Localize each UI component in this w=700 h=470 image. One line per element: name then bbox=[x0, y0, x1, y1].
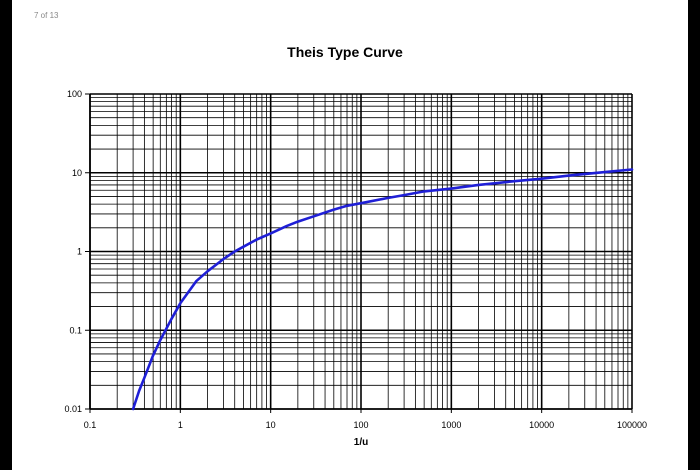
x-axis-ticks: 0.1 1 10 100 1000 10000 100000 bbox=[84, 409, 647, 430]
series-layer bbox=[131, 168, 634, 411]
page-indicator: 7 of 13 bbox=[34, 11, 59, 20]
x-tick-label: 100000 bbox=[617, 420, 647, 430]
x-tick-label: 1 bbox=[178, 420, 183, 430]
x-tick-label: 10 bbox=[266, 420, 276, 430]
chart-grid bbox=[89, 93, 633, 410]
y-axis-ticks: 0.01 0.1 1 10 100 bbox=[64, 89, 90, 414]
x-axis-label: 1/u bbox=[354, 437, 368, 448]
x-tick-label: 1000 bbox=[441, 420, 461, 430]
x-tick-label: 0.1 bbox=[84, 420, 97, 430]
y-tick-label: 1 bbox=[77, 247, 82, 257]
y-tick-label: 100 bbox=[67, 89, 82, 99]
x-tick-label: 100 bbox=[353, 420, 368, 430]
x-tick-label: 10000 bbox=[529, 420, 554, 430]
y-tick-label: 0.01 bbox=[64, 404, 82, 414]
y-tick-label: 0.1 bbox=[69, 325, 82, 335]
chart-title: Theis Type Curve bbox=[287, 44, 403, 60]
theis-type-curve-chart: Theis Type Curve 0.1 1 10 100 1000 10000 10000… bbox=[64, 44, 647, 448]
theis-curve-line bbox=[131, 168, 634, 411]
document-page: 7 of 13 Theis Type Curve 0.1 1 10 100 1000 10… bbox=[12, 0, 688, 470]
y-tick-label: 10 bbox=[72, 168, 82, 178]
